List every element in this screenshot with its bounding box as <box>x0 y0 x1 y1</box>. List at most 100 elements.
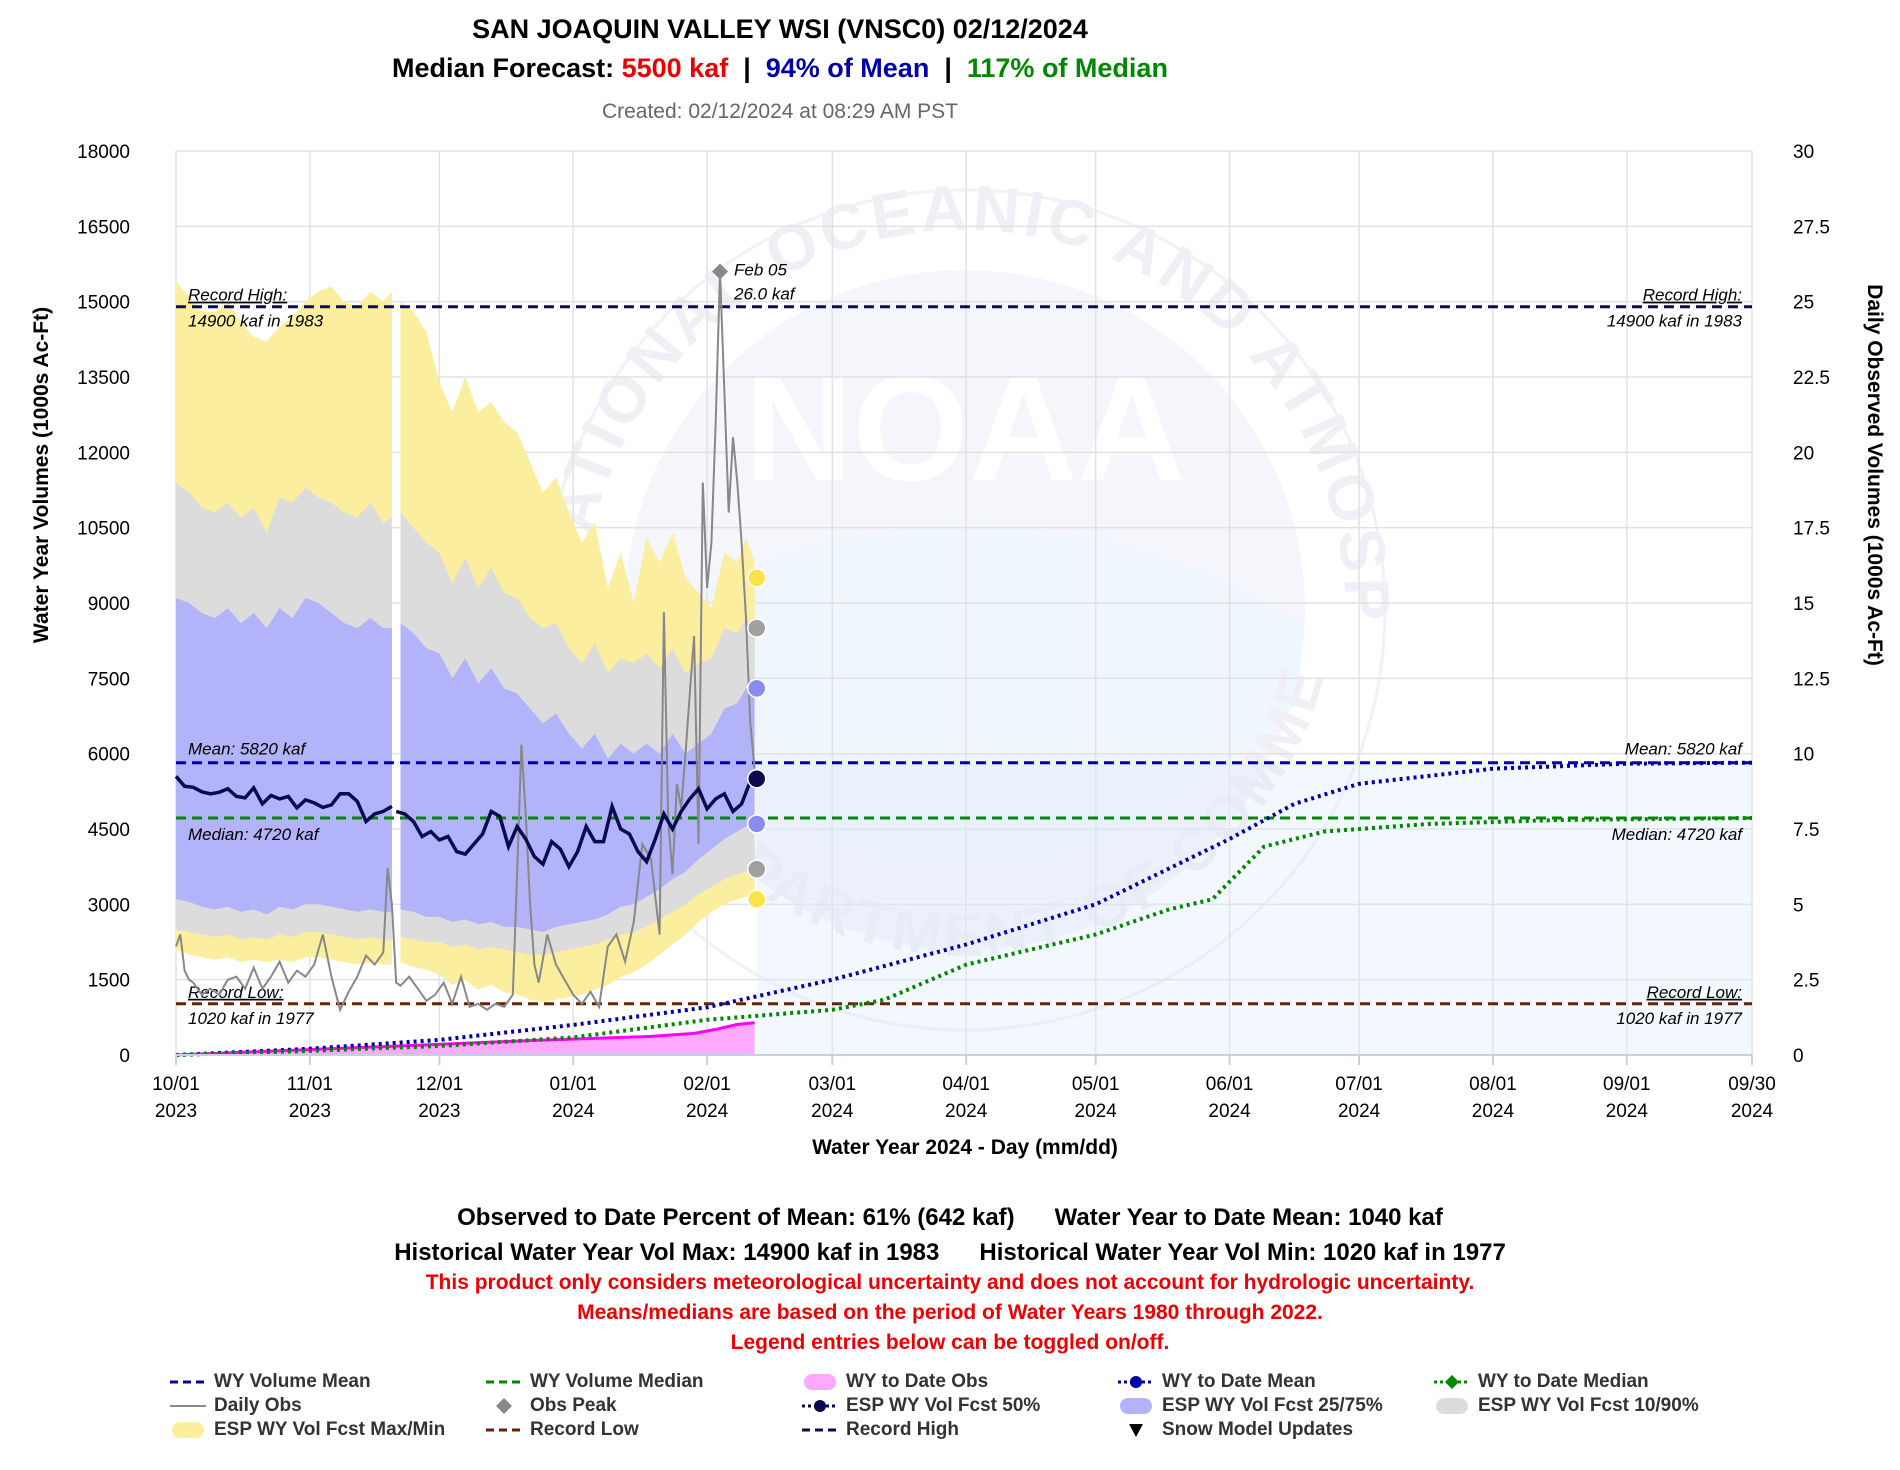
esp-p10-point <box>746 859 767 879</box>
x-tick-year-label: 2024 <box>1472 1101 1515 1122</box>
x-tick-year-label: 2024 <box>1338 1101 1381 1122</box>
y-tick-label: 18000 <box>77 142 130 163</box>
obs-peak-value-label: 26.0 kaf <box>733 285 797 304</box>
x-tick-label: 05/01 <box>1072 1074 1120 1095</box>
x-tick-year-label: 2024 <box>1075 1101 1118 1122</box>
y-axis-label: Water Year Volumes (1000s Ac-Ft) <box>30 307 53 643</box>
record-high-label: Record High: <box>188 286 287 305</box>
wytd-mean: Water Year to Date Mean: 1040 kaf <box>1054 1204 1443 1231</box>
x-tick-label: 04/01 <box>942 1074 990 1095</box>
x-tick-year-label: 2024 <box>945 1101 988 1122</box>
x-axis-label: Water Year 2024 - Day (mm/dd) <box>812 1136 1118 1159</box>
x-tick-label: 09/30 <box>1728 1074 1776 1095</box>
x-tick-label: 09/01 <box>1603 1074 1651 1095</box>
mean-label: Mean: 5820 kaf <box>1625 740 1744 759</box>
forecast-chart: SAN JOAQUIN VALLEY WSI (VNSC0) 02/12/202… <box>0 0 1886 1159</box>
median-label: Median: 4720 kaf <box>188 825 321 844</box>
x-tick-label: 08/01 <box>1469 1074 1517 1095</box>
chart-subtitle: Median Forecast: 5500 kaf | 94% of Mean … <box>392 53 1168 83</box>
y2-tick-label: 25 <box>1793 293 1814 314</box>
band-swatch-icon <box>1436 1398 1468 1414</box>
dashed-line-icon <box>486 1428 522 1432</box>
y-tick-label: 9000 <box>88 594 130 615</box>
esp-p50-point <box>746 769 767 789</box>
esp-50-line <box>395 777 756 871</box>
record-low-label: Record Low: <box>1647 983 1743 1002</box>
esp-25-75-band <box>176 598 392 915</box>
percent-of-median: 117% of Median <box>967 53 1168 83</box>
diamond-line-icon <box>1434 1375 1470 1389</box>
y2-tick-label: 27.5 <box>1793 217 1830 238</box>
historical-min: Historical Water Year Vol Min: 1020 kaf … <box>979 1239 1506 1266</box>
wy-to-date-mean-line <box>175 760 1753 1057</box>
y-tick-label: 7500 <box>88 669 130 690</box>
wy-to-date-obs-area <box>176 1022 755 1055</box>
x-tick-year-label: 2023 <box>418 1101 460 1122</box>
x-tick-label: 03/01 <box>809 1074 857 1095</box>
x-tick-label: 10/01 <box>152 1074 200 1095</box>
y-tick-label: 6000 <box>88 745 130 766</box>
y-tick-label: 3000 <box>88 895 130 916</box>
median-forecast-value: 5500 kaf <box>622 53 730 83</box>
y2-tick-label: 0 <box>1793 1046 1804 1067</box>
x-tick-label: 12/01 <box>416 1074 464 1095</box>
diamond-icon <box>496 1398 512 1414</box>
created-timestamp: Created: 02/12/2024 at 08:29 AM PST <box>602 100 958 123</box>
y2-tick-label: 7.5 <box>1793 820 1819 841</box>
record-low-value-label: 1020 kaf in 1977 <box>1616 1009 1742 1028</box>
esp-p25-point <box>746 814 767 834</box>
dashed-line-icon <box>170 1380 206 1384</box>
historical-max: Historical Water Year Vol Max: 14900 kaf… <box>394 1239 940 1266</box>
y2-tick-label: 10 <box>1793 745 1814 766</box>
x-tick-label: 11/01 <box>287 1074 333 1095</box>
record-low-value-label: 1020 kaf in 1977 <box>188 1009 314 1028</box>
noaa-watermark-text: NOAA <box>744 344 1186 512</box>
chart-series: Record High: 14900 kaf in 1983 Record High… <box>174 261 1753 1057</box>
mean-label: Mean: 5820 kaf <box>188 740 307 759</box>
y2-tick-label: 17.5 <box>1793 519 1830 540</box>
y2-tick-label: 30 <box>1793 142 1814 163</box>
summary-stats: Observed to Date Percent of Mean: 61% (6… <box>0 1200 1900 1270</box>
daily-obs-line <box>175 271 756 1013</box>
obs-peak-marker <box>712 263 729 280</box>
y-tick-label: 15000 <box>77 293 130 314</box>
y-tick-label: 1500 <box>88 971 130 992</box>
triangle-down-icon <box>1129 1424 1143 1437</box>
observed-percent-of-mean: Observed to Date Percent of Mean: 61% (6… <box>457 1204 1015 1231</box>
chart-axes: 10/01 2023 11/01 2023 12/01 2023 01/01 2024 02/0… <box>77 142 1830 1122</box>
period-note: Means/medians are based on the period of… <box>577 1301 1323 1324</box>
record-high-value-label: 14900 kaf in 1983 <box>188 312 324 331</box>
esp-p90-point <box>746 618 767 638</box>
toggle-note: Legend entries below can be toggled on/o… <box>730 1331 1170 1354</box>
disclaimer-notes: This product only considers meteorologic… <box>0 1268 1900 1358</box>
esp-50-line <box>174 775 393 825</box>
subtitle-separator: | <box>929 53 967 83</box>
y2-tick-label: 5 <box>1793 895 1804 916</box>
median-label: Median: 4720 kaf <box>1612 825 1745 844</box>
x-tick-year-label: 2024 <box>1208 1101 1251 1122</box>
obs-peak-date-label: Feb 05 <box>734 261 787 280</box>
dashed-line-icon <box>486 1380 522 1384</box>
y2-tick-label: 20 <box>1793 443 1814 464</box>
subtitle-separator: | <box>728 53 766 83</box>
wy-to-date-median-line <box>175 816 1753 1057</box>
x-tick-year-label: 2024 <box>1731 1101 1774 1122</box>
y-tick-label: 10500 <box>77 519 130 540</box>
esp-min-point <box>746 889 767 910</box>
y2-tick-label: 12.5 <box>1793 669 1830 690</box>
x-tick-label: 02/01 <box>683 1074 731 1095</box>
dot-line-icon <box>1118 1376 1154 1388</box>
uncertainty-note: This product only considers meteorologic… <box>425 1271 1475 1294</box>
wy-to-date-obs-line <box>175 1021 755 1057</box>
band-swatch-icon <box>1120 1398 1152 1414</box>
percent-of-mean: 94% of Mean <box>766 53 930 83</box>
x-tick-year-label: 2024 <box>552 1101 595 1122</box>
dot-line-icon <box>802 1400 838 1412</box>
y-tick-label: 0 <box>119 1046 130 1067</box>
esp-max-point <box>746 568 767 588</box>
y-tick-label: 12000 <box>77 443 130 464</box>
reference-lines <box>176 305 1752 1006</box>
record-high-label: Record High: <box>1643 286 1742 305</box>
x-tick-year-label: 2023 <box>155 1101 197 1122</box>
y-tick-label: 16500 <box>77 217 130 238</box>
